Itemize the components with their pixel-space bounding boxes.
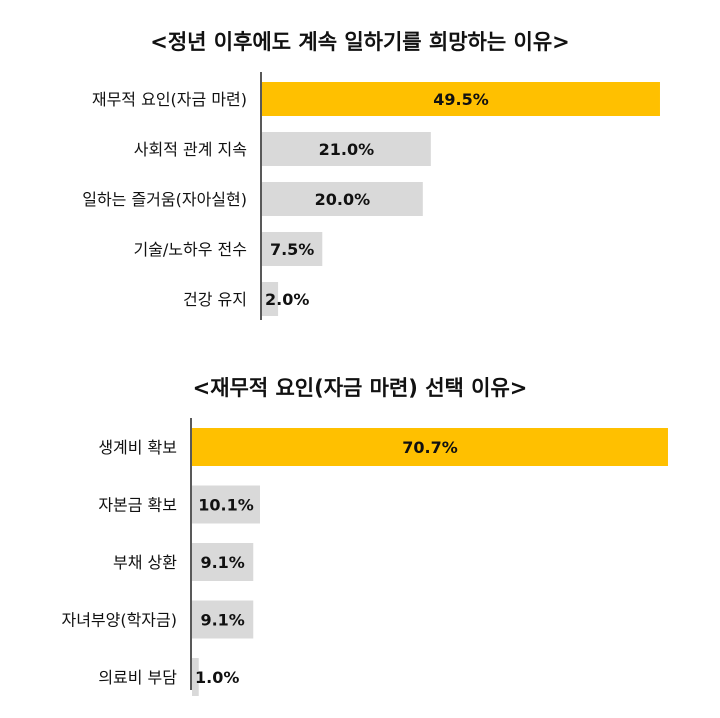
chart-1-value-label-3: 20.0%	[315, 190, 371, 209]
chart-1-category-label-3: 일하는 즐거움(자아실현)	[82, 190, 247, 209]
chart-2-value-label-5: 1.0%	[195, 668, 239, 687]
chart-2-bar-2	[192, 485, 260, 524]
chart-2-bar-3	[192, 543, 254, 581]
chart-1-category-label-5: 건강 유지	[183, 290, 247, 309]
chart-1-bar-5	[262, 282, 279, 316]
chart-2-bar-1	[192, 428, 668, 466]
chart-1-category-label-1: 재무적 요인(자금 마련)	[92, 90, 247, 109]
chart-1-bar-2	[262, 132, 431, 166]
chart-1-value-label-1: 49.5%	[433, 90, 489, 109]
chart-2-category-label-1: 생계비 확보	[98, 438, 177, 457]
chart-2-bar-5	[192, 658, 199, 696]
chart-1-bar-3	[262, 182, 423, 216]
chart-1-title: <정년 이후에도 계속 일하기를 희망하는 이유>	[150, 30, 570, 54]
chart-2-category-label-3: 부채 상환	[113, 553, 177, 572]
chart-2-category-label-5: 의료비 부담	[98, 668, 177, 687]
chart-2-bar-4	[192, 600, 254, 639]
chart-1-bar-1	[262, 82, 660, 116]
chart-2-value-label-3: 9.1%	[200, 553, 244, 572]
chart-1-value-label-5: 2.0%	[265, 290, 309, 309]
chart-1-value-label-2: 21.0%	[319, 140, 375, 159]
chart-2-value-label-1: 70.7%	[402, 438, 458, 457]
chart-1-bar-4	[262, 232, 323, 266]
chart-2-title: <재무적 요인(자금 마련) 선택 이유>	[192, 376, 528, 400]
chart-2-value-label-4: 9.1%	[200, 611, 244, 630]
chart-1-category-label-4: 기술/노하우 전수	[133, 240, 247, 259]
chart-2-value-label-2: 10.1%	[198, 496, 254, 515]
chart-2-category-label-2: 자본금 확보	[98, 496, 177, 515]
chart-1-category-label-2: 사회적 관계 지속	[134, 140, 247, 159]
chart-2-category-label-4: 자녀부양(학자금)	[61, 611, 177, 630]
chart-1-value-label-4: 7.5%	[270, 240, 314, 259]
